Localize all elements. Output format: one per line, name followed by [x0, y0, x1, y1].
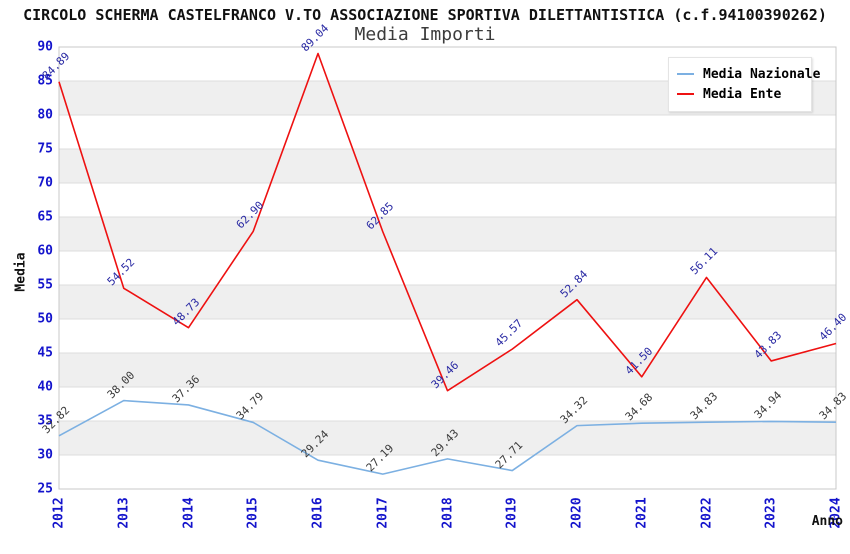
y-tick-label: 40 — [37, 379, 53, 395]
x-tick-label: 2013 — [116, 497, 132, 529]
x-tick-label: 2019 — [504, 497, 520, 529]
y-tick-label: 30 — [37, 447, 53, 463]
grid-band — [59, 285, 836, 319]
x-tick-label: 2015 — [245, 497, 261, 529]
x-tick-label: 2017 — [375, 497, 391, 529]
grid-band — [59, 421, 836, 455]
y-tick-label: 60 — [37, 243, 53, 259]
y-tick-label: 75 — [37, 141, 53, 157]
y-tick-label: 90 — [37, 39, 53, 55]
y-tick-label: 45 — [37, 345, 53, 361]
x-tick-label: 2012 — [51, 497, 67, 529]
legend-label: Media Ente — [703, 86, 782, 102]
x-tick-label: 2022 — [699, 497, 714, 529]
series-line-media-nazionale — [58, 399, 837, 475]
x-tick-label: 2023 — [763, 497, 779, 529]
media-ente-swatch-icon — [677, 93, 694, 95]
y-tick-label: 55 — [37, 277, 53, 293]
y-axis-title: Media — [13, 252, 29, 292]
series-line-media-ente — [58, 52, 837, 392]
grid-band — [59, 353, 836, 387]
x-axis-title: Anno — [811, 514, 843, 529]
y-tick-label: 70 — [37, 175, 53, 191]
y-tick-label: 25 — [37, 481, 53, 497]
x-tick-label: 2016 — [310, 497, 326, 529]
plot-frame — [58, 46, 837, 490]
legend-label: Media Nazionale — [703, 66, 821, 82]
y-tick-label: 50 — [37, 311, 53, 327]
x-tick-label: 2020 — [569, 497, 585, 529]
grid-band — [59, 217, 836, 251]
grid-band — [59, 149, 836, 183]
x-tick-label: 2021 — [634, 497, 650, 529]
legend-item-media-nazionale: Media Nazionale — [677, 64, 820, 84]
chart-subtitle: Media Importi — [354, 24, 496, 45]
x-tick-label: 2018 — [440, 497, 455, 529]
media-nazionale-swatch-icon — [677, 73, 694, 75]
y-tick-label: 65 — [37, 209, 53, 225]
y-tick-label: 80 — [37, 107, 53, 123]
legend-item-media-ente: Media Ente — [677, 84, 803, 104]
x-tick-label: 2014 — [181, 497, 196, 529]
y-tick-label: 85 — [37, 73, 53, 89]
chart-legend: Media Nazionale Media Ente — [668, 57, 820, 112]
y-tick-label: 35 — [37, 413, 53, 429]
page-title: CIRCOLO SCHERMA CASTELFRANCO V.TO ASSOCI… — [23, 6, 827, 24]
